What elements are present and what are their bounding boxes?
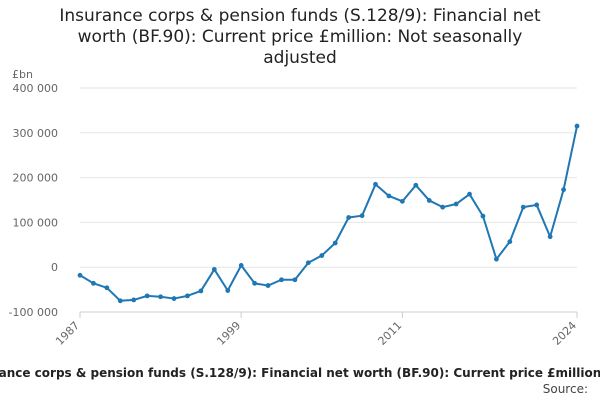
data-point[interactable] (279, 277, 284, 283)
y-tick-label: 300 000 (13, 127, 59, 140)
y-axis-label: £bn (12, 68, 33, 81)
data-point[interactable] (453, 201, 459, 207)
data-point[interactable] (319, 253, 325, 258)
data-point[interactable] (144, 293, 150, 299)
data-point[interactable] (265, 283, 271, 288)
data-point[interactable] (359, 213, 365, 219)
x-tick-label: 1999 (214, 319, 243, 348)
legend-series-label: Insurance corps & pension funds (S.128/9… (0, 366, 600, 380)
data-point[interactable] (507, 239, 513, 245)
data-point[interactable] (467, 191, 472, 197)
x-tick-label: 1987 (53, 319, 82, 348)
series-line (79, 125, 578, 302)
data-point[interactable] (413, 182, 419, 188)
y-tick-label: -100 000 (9, 306, 58, 319)
data-point[interactable] (494, 256, 499, 262)
data-point[interactable] (574, 123, 580, 129)
x-tick-label: 2024 (550, 319, 579, 348)
data-point[interactable] (225, 288, 231, 293)
axis-layer (79, 311, 578, 318)
data-point[interactable] (131, 297, 137, 303)
y-tick-label: 100 000 (13, 216, 59, 229)
y-tick-label: 400 000 (13, 82, 59, 95)
data-point[interactable] (534, 202, 540, 208)
data-point[interactable] (77, 272, 83, 278)
y-tick-label: 200 000 (13, 172, 59, 185)
data-point[interactable] (480, 213, 486, 219)
data-point[interactable] (346, 215, 352, 220)
data-point[interactable] (399, 198, 405, 204)
source-label: Source: (542, 382, 588, 396)
data-point[interactable] (158, 294, 163, 300)
data-point[interactable] (211, 267, 217, 272)
data-point[interactable] (238, 263, 244, 268)
data-point[interactable] (373, 181, 378, 187)
data-point[interactable] (332, 240, 338, 246)
data-point[interactable] (252, 280, 258, 286)
data-point[interactable] (91, 280, 96, 286)
data-point[interactable] (305, 260, 311, 266)
x-tick-label: 2011 (376, 319, 405, 348)
data-point[interactable] (440, 204, 446, 210)
data-point[interactable] (185, 293, 190, 299)
y-tick-label: 0 (51, 261, 58, 274)
data-point[interactable] (171, 296, 177, 301)
data-point[interactable] (547, 234, 553, 240)
grid-layer (80, 87, 577, 313)
label-layer: -100 000 0 100 000 200 000 300 000 400 000£bn… (9, 68, 580, 348)
chart-title: Insurance corps & pension funds (S.128/9… (59, 6, 541, 68)
data-point[interactable] (561, 187, 566, 193)
data-point[interactable] (520, 204, 526, 210)
data-point[interactable] (104, 285, 110, 291)
data-point[interactable] (292, 277, 298, 283)
data-point[interactable] (198, 288, 204, 294)
series-layer (77, 123, 580, 304)
data-point[interactable] (426, 198, 432, 203)
data-point[interactable] (117, 298, 123, 304)
data-point[interactable] (386, 193, 392, 199)
